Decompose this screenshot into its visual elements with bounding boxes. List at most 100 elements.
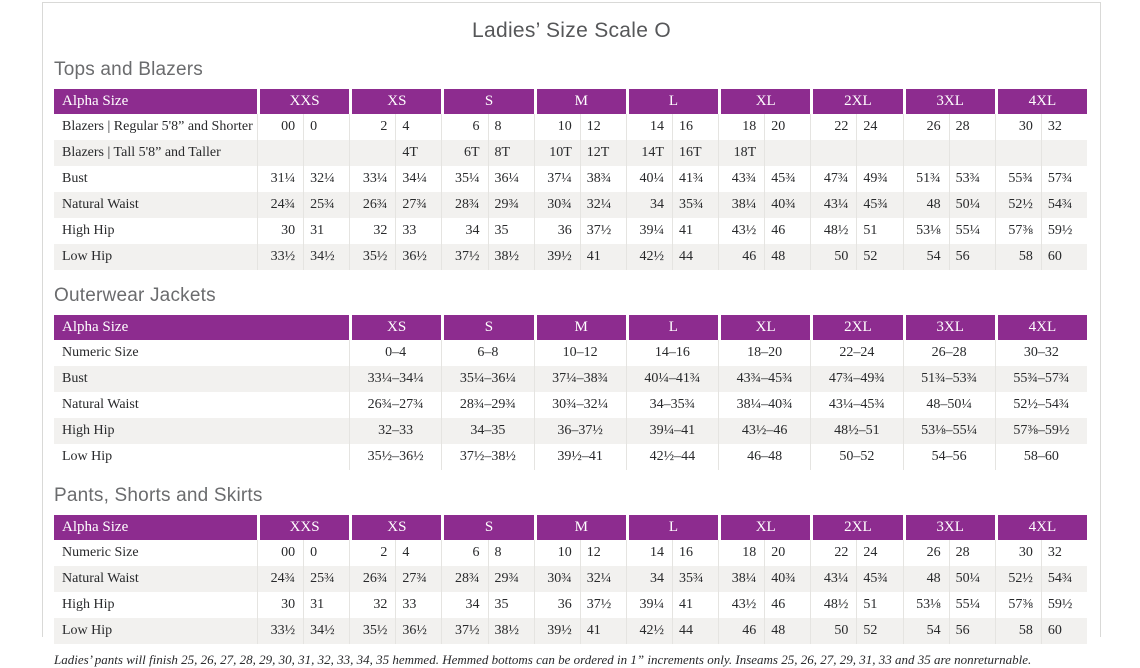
size-value-cell: 51¾ <box>902 166 949 192</box>
size-value-cell <box>902 140 949 166</box>
size-group-header-xxs: XXS <box>257 89 350 114</box>
size-value-cell: 6–8 <box>441 340 533 366</box>
size-value-cell: 48 <box>764 244 810 270</box>
size-group-header-4xl: 4XL <box>994 315 1087 340</box>
size-value-cell: 20 <box>764 540 810 566</box>
size-value-cell: 18T <box>718 140 764 166</box>
size-value-cell: 37½ <box>579 218 626 244</box>
size-value-cell: 36½ <box>395 244 441 270</box>
size-value-cell: 33 <box>395 218 441 244</box>
size-value-cell: 36 <box>533 218 580 244</box>
size-group-header-m: M <box>533 89 626 114</box>
size-value-cell: 33 <box>395 592 441 618</box>
row-label-bust: Bust <box>62 171 88 186</box>
size-value-cell: 49¾ <box>856 166 902 192</box>
size-value-cell: 38½ <box>487 618 534 644</box>
size-value-cell: 14–16 <box>625 340 718 366</box>
size-value-cell <box>994 140 1041 166</box>
size-group-header-3xl: 3XL <box>902 315 995 340</box>
size-value-cell: 34 <box>441 218 487 244</box>
size-value-cell: 39¼ <box>625 592 672 618</box>
size-value-cell: 40¼–41¾ <box>625 366 718 392</box>
row-label-low-hip: Low Hip <box>62 623 113 638</box>
size-value-cell: 37½ <box>579 592 626 618</box>
size-group-header-s: S <box>441 515 534 540</box>
size-value-cell: 00 <box>257 540 303 566</box>
size-group-header-2xl: 2XL <box>810 89 903 114</box>
size-value-cell: 41 <box>579 618 626 644</box>
size-value-cell: 46–48 <box>718 444 810 470</box>
size-value-cell: 54 <box>902 244 949 270</box>
size-value-cell: 48½–51 <box>810 418 902 444</box>
size-value-cell: 56 <box>948 618 995 644</box>
row-label-high-hip: High Hip <box>62 423 115 438</box>
size-value-cell: 12 <box>579 540 626 566</box>
size-value-cell: 6 <box>441 540 487 566</box>
table-body: Numeric Size 00 0 2 4 6 8 10 12 14 16 18 20 22 24 26 28 3… <box>54 540 1087 644</box>
row-label-natural-waist: Natural Waist <box>62 571 139 586</box>
alpha-size-header: Alpha Size <box>54 89 257 114</box>
size-value-cell: 39¼–41 <box>625 418 718 444</box>
size-value-cell <box>349 140 395 166</box>
size-value-cell: 39½–41 <box>533 444 626 470</box>
size-value-cell: 35½–36½ <box>349 444 441 470</box>
table-row: Bust 33¼–34¼ 35¼–36¼ 37¼–38¾ 40¼–41¾ 43¾–45¾ 4… <box>54 366 1087 392</box>
size-value-cell: 54–56 <box>902 444 995 470</box>
size-value-cell: 40¾ <box>764 192 810 218</box>
section-heading-tops-and-blazers: Tops and Blazers <box>54 59 203 80</box>
table-body: Blazers | Regular 5'8” and Shorter 00 0 2 4 6… <box>54 114 1087 270</box>
size-value-cell: 37½ <box>441 618 487 644</box>
size-value-cell: 28 <box>948 540 995 566</box>
size-value-cell: 38¾ <box>579 166 626 192</box>
size-value-cell: 0 <box>303 540 349 566</box>
size-value-cell: 32–33 <box>349 418 441 444</box>
table-row: Numeric Size 0–4 6–8 10–12 14–16 18–20 22–24 26… <box>54 340 1087 366</box>
size-value-cell: 55¾–57¾ <box>994 366 1087 392</box>
size-value-cell: 44 <box>671 244 718 270</box>
size-value-cell: 41¾ <box>671 166 718 192</box>
size-group-header-m: M <box>533 515 626 540</box>
size-value-cell: 40¼ <box>625 166 672 192</box>
size-value-cell: 6T <box>441 140 487 166</box>
size-group-header-l: L <box>625 315 718 340</box>
table-row: Bust 31¼ 32¼ 33¼ 34¼ 35¼ 36¼ 37¼ 38¾ 40¼ 41¾ 43¾ 45¾… <box>54 166 1087 192</box>
row-label-high-hip: High Hip <box>62 223 115 238</box>
size-group-header-4xl: 4XL <box>994 89 1087 114</box>
size-value-cell <box>810 140 856 166</box>
row-label-natural-waist: Natural Waist <box>62 397 139 412</box>
size-value-cell: 43½ <box>718 218 764 244</box>
alpha-size-header: Alpha Size <box>54 315 349 340</box>
size-value-cell: 35½ <box>349 244 395 270</box>
hemming-footnote: Ladies’ pants will finish 25, 26, 27, 28… <box>54 652 1032 667</box>
size-value-cell: 6 <box>441 114 487 140</box>
size-value-cell: 59½ <box>1040 218 1087 244</box>
size-value-cell: 43¼–45¾ <box>810 392 902 418</box>
size-value-cell: 24¾ <box>257 192 303 218</box>
size-value-cell: 35 <box>487 592 534 618</box>
size-value-cell: 0–4 <box>349 340 441 366</box>
size-value-cell: 50¼ <box>948 566 995 592</box>
size-value-cell: 24 <box>856 540 902 566</box>
size-value-cell: 34½ <box>303 618 349 644</box>
size-value-cell: 58–60 <box>994 444 1087 470</box>
size-value-cell: 34 <box>441 592 487 618</box>
size-value-cell: 43½–46 <box>718 418 810 444</box>
size-table-pants-shorts-and-skirts: Alpha Size XXS XS S M L XL 2XL 3XL 4XL Numeric Siz… <box>54 515 1087 644</box>
size-value-cell: 60 <box>1040 618 1087 644</box>
size-value-cell: 31 <box>303 218 349 244</box>
size-group-header-4xl: 4XL <box>994 515 1087 540</box>
size-chart-page: Ladies’ Size Scale O Tops and Blazers Alp… <box>42 2 1101 667</box>
size-group-header-xl: XL <box>718 89 811 114</box>
size-group-header-xs: XS <box>349 315 442 340</box>
size-value-cell <box>764 140 810 166</box>
size-value-cell <box>257 140 303 166</box>
size-value-cell: 51¾–53¾ <box>902 366 995 392</box>
size-value-cell: 30 <box>994 114 1041 140</box>
row-label-natural-waist: Natural Waist <box>62 197 139 212</box>
size-value-cell: 28¾ <box>441 192 487 218</box>
header-row: Alpha Size XXS XS S M L XL 2XL 3XL 4XL <box>54 89 1087 114</box>
size-value-cell: 54 <box>902 618 949 644</box>
size-value-cell: 31 <box>303 592 349 618</box>
size-table-tops-and-blazers: Alpha Size XXS XS S M L XL 2XL 3XL 4XL Blazers | R… <box>54 89 1087 270</box>
size-value-cell: 37½ <box>441 244 487 270</box>
